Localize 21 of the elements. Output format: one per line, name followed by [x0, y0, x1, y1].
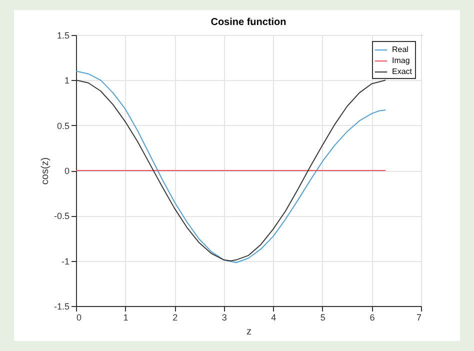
x-tick-label: 4: [271, 312, 276, 322]
y-tick-label: 1.5: [56, 30, 70, 40]
y-tick-label: 0: [64, 166, 70, 176]
x-tick-label: 6: [370, 312, 375, 322]
y-tick-label: -0.5: [54, 211, 70, 222]
y-tick-label: 0.5: [56, 120, 70, 131]
y-tick-label: -1.5: [54, 302, 70, 312]
chart-title: Cosine function: [210, 17, 286, 28]
legend-label: Exact: [392, 67, 413, 76]
x-tick-label: 2: [172, 312, 178, 322]
x-tick-label: 5: [320, 312, 326, 322]
y-tick-label: -1: [61, 256, 70, 266]
legend-label: Real: [392, 45, 409, 54]
legend-label: Imag: [392, 56, 410, 65]
x-tick-label: 1: [123, 312, 128, 322]
y-axis-title: cos(z): [40, 157, 51, 185]
x-tick-label: 7: [416, 312, 422, 322]
x-tick-label: 0: [76, 312, 82, 322]
x-axis-title: z: [246, 326, 252, 338]
x-tick-label: 3: [222, 312, 227, 322]
y-tick-label: 1: [64, 76, 70, 86]
